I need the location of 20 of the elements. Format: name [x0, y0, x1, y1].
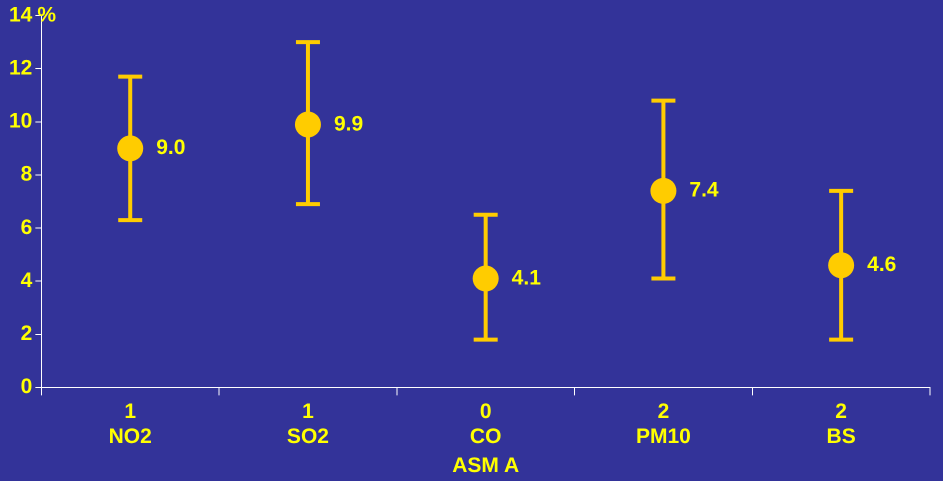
y-tick-label: 8: [20, 162, 33, 186]
data-label: 9.9: [334, 112, 364, 136]
x-tick-label: 2 BS: [826, 400, 856, 448]
y-tick-label: 4: [20, 268, 33, 292]
data-label: 4.6: [867, 253, 896, 276]
y-tick-label: 12: [9, 56, 32, 80]
data-label: 9.0: [156, 136, 186, 160]
y-tick-label: 14: [9, 3, 33, 26]
y-tick-label: 10: [9, 110, 32, 133]
data-label: 4.1: [512, 266, 542, 290]
x-tick-label: 1 NO2: [108, 400, 152, 448]
y-tick-label: 0: [20, 375, 32, 398]
y-tick-label: 2: [20, 322, 32, 346]
y-tick-label: 6: [20, 216, 32, 239]
x-axis-title: ASM A: [452, 454, 520, 478]
x-tick-label: 1 SO2: [286, 400, 329, 448]
x-tick-label: 0 CO: [470, 400, 502, 448]
y-axis-title: %: [37, 3, 56, 26]
x-tick-label: 2 PM10: [636, 400, 691, 448]
data-label: 7.4: [689, 178, 719, 202]
